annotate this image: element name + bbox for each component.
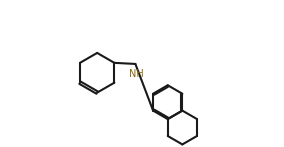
Text: NH: NH bbox=[129, 69, 143, 78]
